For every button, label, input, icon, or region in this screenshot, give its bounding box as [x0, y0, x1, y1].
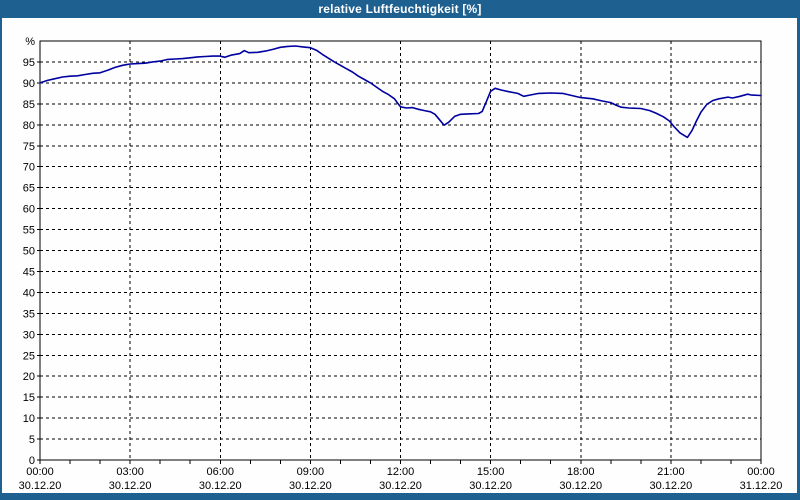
svg-text:00:00: 00:00	[747, 466, 775, 478]
svg-text:0: 0	[29, 455, 35, 467]
svg-text:21:00: 21:00	[657, 466, 685, 478]
svg-text:55: 55	[23, 225, 35, 237]
svg-text:40: 40	[23, 287, 35, 299]
svg-text:31.12.20: 31.12.20	[740, 480, 783, 492]
svg-text:30.12.20: 30.12.20	[19, 480, 62, 492]
svg-text:45: 45	[23, 266, 35, 278]
svg-text:50: 50	[23, 246, 35, 258]
svg-text:5: 5	[29, 434, 35, 446]
y-ticks	[37, 61, 40, 461]
svg-text:30.12.20: 30.12.20	[469, 480, 512, 492]
svg-text:90: 90	[23, 78, 35, 90]
svg-text:06:00: 06:00	[206, 466, 234, 478]
svg-text:18:00: 18:00	[567, 466, 595, 478]
svg-text:10: 10	[23, 413, 35, 425]
svg-text:80: 80	[23, 120, 35, 132]
svg-text:30.12.20: 30.12.20	[379, 480, 422, 492]
humidity-line	[39, 45, 762, 139]
svg-text:15:00: 15:00	[477, 466, 505, 478]
svg-text:00:00: 00:00	[26, 466, 54, 478]
x-axis-labels: 00:00 30.12.20 03:00 30.12.20 06:00 30.12.20 0…	[19, 466, 783, 492]
svg-text:30.12.20: 30.12.20	[289, 480, 332, 492]
x-ticks	[39, 460, 762, 464]
chart-background	[2, 18, 797, 493]
svg-text:25: 25	[23, 350, 35, 362]
svg-text:09:00: 09:00	[297, 466, 325, 478]
svg-text:95: 95	[23, 57, 35, 69]
y-axis-labels: 0 5 10 15 20 25 30 35 40 45 50 55 60 65 70 75 80 85 90 95%	[23, 36, 35, 467]
svg-text:20: 20	[23, 371, 35, 383]
svg-text:35: 35	[23, 308, 35, 320]
y-unit-label: %	[25, 36, 35, 48]
svg-text:30.12.20: 30.12.20	[199, 480, 242, 492]
svg-text:30.12.20: 30.12.20	[559, 480, 602, 492]
window-title: relative Luftfeuchtigkeit [%]	[318, 2, 482, 16]
svg-text:75: 75	[23, 141, 35, 153]
svg-text:85: 85	[23, 99, 35, 111]
svg-text:03:00: 03:00	[116, 466, 144, 478]
svg-text:70: 70	[23, 162, 35, 174]
x-gridlines	[129, 41, 672, 460]
svg-text:65: 65	[23, 183, 35, 195]
svg-text:30.12.20: 30.12.20	[109, 480, 152, 492]
title-bar: relative Luftfeuchtigkeit [%]	[0, 0, 800, 18]
svg-text:30: 30	[23, 329, 35, 341]
svg-text:12:00: 12:00	[387, 466, 415, 478]
svg-text:15: 15	[23, 392, 35, 404]
svg-text:30.12.20: 30.12.20	[649, 480, 692, 492]
svg-text:60: 60	[23, 204, 35, 216]
